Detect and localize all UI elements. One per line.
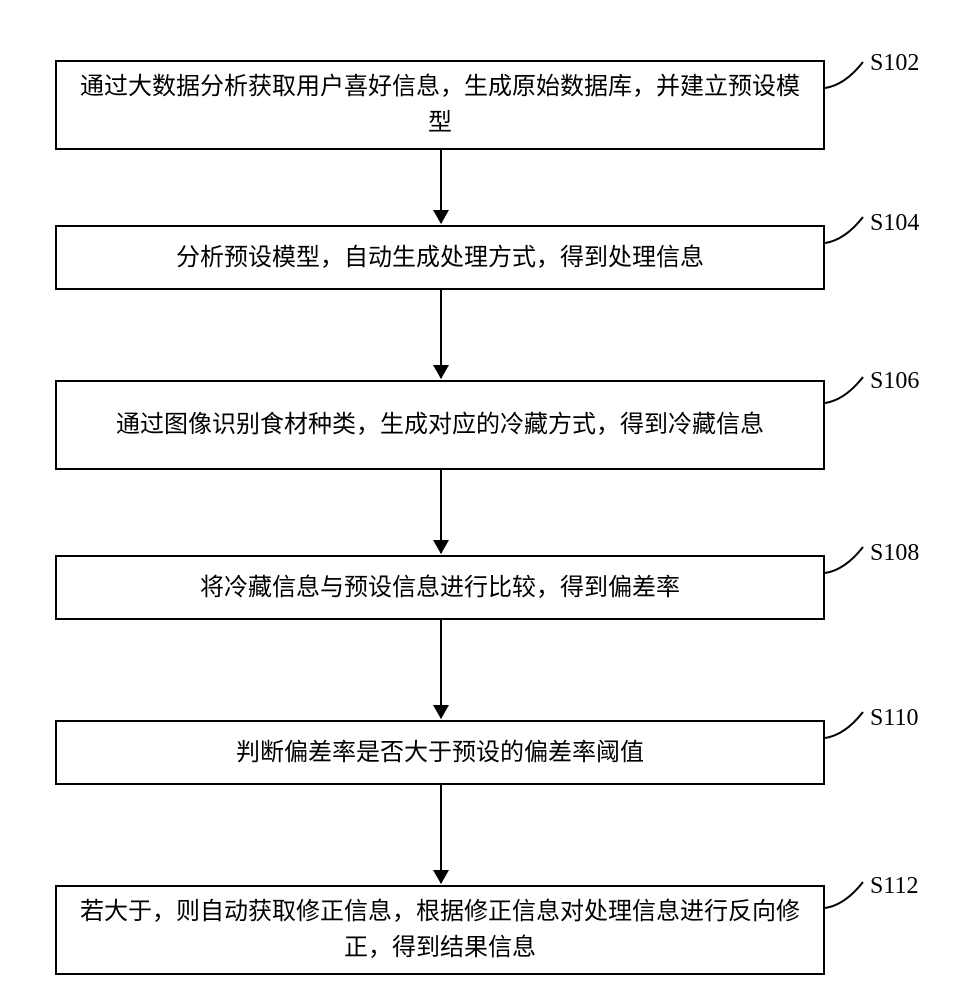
- arrow-5: [440, 785, 442, 883]
- flowchart-node-s110: 判断偏差率是否大于预设的偏差率阈值: [55, 720, 825, 785]
- connector-s112: [825, 880, 870, 910]
- flowchart-node-s108: 将冷藏信息与预设信息进行比较，得到偏差率: [55, 555, 825, 620]
- flowchart-node-s104: 分析预设模型，自动生成处理方式，得到处理信息: [55, 225, 825, 290]
- connector-s108: [825, 545, 870, 575]
- node-text: 分析预设模型，自动生成处理方式，得到处理信息: [176, 240, 704, 276]
- connector-s106: [825, 375, 870, 405]
- label-text: S106: [870, 368, 919, 394]
- step-label-s108: S108: [870, 540, 919, 567]
- arrow-1: [440, 150, 442, 223]
- step-label-s104: S104: [870, 210, 919, 237]
- step-label-s106: S106: [870, 368, 919, 395]
- flowchart-container: 通过大数据分析获取用户喜好信息，生成原始数据库，并建立预设模型 S102 分析预…: [0, 30, 967, 1000]
- connector-s104: [825, 215, 870, 245]
- step-label-s110: S110: [870, 705, 918, 732]
- flowchart-node-s106: 通过图像识别食材种类，生成对应的冷藏方式，得到冷藏信息: [55, 380, 825, 470]
- node-text: 若大于，则自动获取修正信息，根据修正信息对处理信息进行反向修正，得到结果信息: [77, 894, 803, 966]
- arrow-2: [440, 290, 442, 378]
- flowchart-node-s102: 通过大数据分析获取用户喜好信息，生成原始数据库，并建立预设模型: [55, 60, 825, 150]
- step-label-s112: S112: [870, 873, 918, 900]
- arrow-4: [440, 620, 442, 718]
- step-label-s102: S102: [870, 50, 919, 77]
- node-text: 判断偏差率是否大于预设的偏差率阈值: [236, 735, 644, 771]
- label-text: S108: [870, 540, 919, 566]
- label-text: S110: [870, 705, 918, 731]
- node-text: 通过图像识别食材种类，生成对应的冷藏方式，得到冷藏信息: [116, 407, 764, 443]
- label-text: S102: [870, 50, 919, 76]
- flowchart-node-s112: 若大于，则自动获取修正信息，根据修正信息对处理信息进行反向修正，得到结果信息: [55, 885, 825, 975]
- label-text: S104: [870, 210, 919, 236]
- node-text: 通过大数据分析获取用户喜好信息，生成原始数据库，并建立预设模型: [77, 69, 803, 141]
- node-text: 将冷藏信息与预设信息进行比较，得到偏差率: [200, 570, 680, 606]
- label-text: S112: [870, 873, 918, 899]
- arrow-3: [440, 470, 442, 553]
- connector-s110: [825, 710, 870, 740]
- connector-s102: [825, 60, 870, 90]
